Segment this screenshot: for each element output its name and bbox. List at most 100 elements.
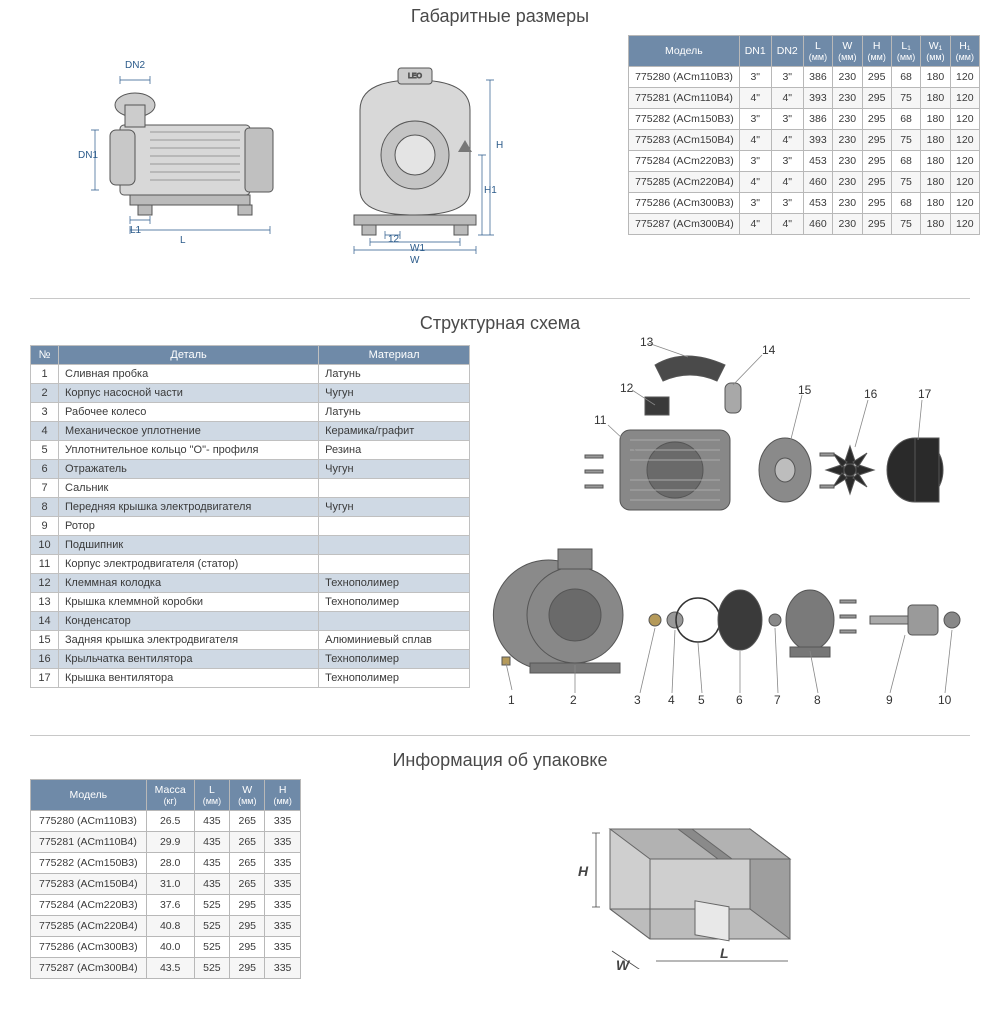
dim-header-3: L(мм) (803, 36, 832, 67)
dim-cell: 68 (891, 109, 920, 130)
pack-cell: 26.5 (146, 811, 194, 832)
dim-cell: 3" (771, 67, 803, 88)
parts-row: 15Задняя крышка электродвигателяАлюминие… (31, 631, 470, 650)
pack-cell: 295 (230, 916, 265, 937)
parts-row: 9Ротор (31, 517, 470, 536)
parts-h-num: № (31, 346, 59, 365)
pack-row: 775285 (ACm220B4)40.8525295335 (31, 916, 301, 937)
dim-cell: 453 (803, 193, 832, 214)
dim-cell: 295 (862, 88, 891, 109)
dim-cell: 775280 (ACm110B3) (629, 67, 740, 88)
parts-row: 11Корпус электродвигателя (статор) (31, 555, 470, 574)
box-drawing: H W L (560, 799, 820, 972)
parts-cell: 8 (31, 498, 59, 517)
parts-cell: Ротор (59, 517, 319, 536)
parts-table: № Деталь Материал 1Сливная пробкаЛатунь2… (30, 345, 470, 688)
parts-cell (319, 517, 470, 536)
dim-cell: 180 (921, 193, 950, 214)
dim-L: L (180, 235, 186, 246)
dim-cell: 120 (950, 109, 979, 130)
dim-cell: 68 (891, 193, 920, 214)
dim-cell: 230 (833, 214, 862, 235)
parts-row: 17Крышка вентилятораТехнополимер (31, 669, 470, 688)
callout-17: 17 (918, 387, 931, 401)
dim-header-6: L₁(мм) (891, 36, 920, 67)
pack-cell: 335 (265, 832, 300, 853)
parts-row: 4Механическое уплотнениеКерамика/графит (31, 422, 470, 441)
pack-row: 775282 (ACm150B3)28.0435265335 (31, 853, 301, 874)
parts-cell: 5 (31, 441, 59, 460)
parts-row: 13Крышка клеммной коробкиТехнополимер (31, 593, 470, 612)
dim-header-7: W₁(мм) (921, 36, 950, 67)
structure-section: Структурная схема № Деталь Материал 1Сли… (0, 307, 1000, 727)
dim-cell: 4" (771, 130, 803, 151)
callout-2: 2 (570, 693, 577, 707)
parts-cell: Чугун (319, 498, 470, 517)
parts-h-name: Деталь (59, 346, 319, 365)
pack-cell: 295 (230, 895, 265, 916)
dim-cell: 453 (803, 151, 832, 172)
parts-cell: Крышка клеммной коробки (59, 593, 319, 612)
parts-cell (319, 555, 470, 574)
divider-2 (30, 735, 970, 736)
dim-cell: 295 (862, 151, 891, 172)
pack-cell: 435 (194, 832, 229, 853)
dim-cell: 775286 (ACm300B3) (629, 193, 740, 214)
parts-cell: Корпус насосной части (59, 384, 319, 403)
pack-cell: 265 (230, 853, 265, 874)
parts-cell: Клеммная колодка (59, 574, 319, 593)
side-view-drawing (90, 70, 300, 250)
pack-cell: 435 (194, 874, 229, 895)
parts-cell: 16 (31, 650, 59, 669)
dim-cell: 120 (950, 214, 979, 235)
dim-cell: 4" (739, 214, 771, 235)
parts-row: 2Корпус насосной частиЧугун (31, 384, 470, 403)
dim-cell: 4" (739, 88, 771, 109)
dim-cell: 180 (921, 109, 950, 130)
pack-cell: 525 (194, 937, 229, 958)
pack-cell: 335 (265, 853, 300, 874)
callout-8: 8 (814, 693, 821, 707)
dim-H1: H1 (484, 185, 497, 196)
parts-cell: Сальник (59, 479, 319, 498)
dim-cell: 775282 (ACm150B3) (629, 109, 740, 130)
packing-table: МодельМасса(кг)L(мм)W(мм)H(мм) 775280 (A… (30, 779, 301, 979)
dim-cell: 775284 (ACm220B3) (629, 151, 740, 172)
exploded-svg (490, 335, 980, 715)
parts-row: 1Сливная пробкаЛатунь (31, 365, 470, 384)
parts-cell: Резина (319, 441, 470, 460)
parts-row: 10Подшипник (31, 536, 470, 555)
callout-3: 3 (634, 693, 641, 707)
dim-cell: 180 (921, 67, 950, 88)
dim-cell: 4" (739, 130, 771, 151)
parts-cell: Технополимер (319, 669, 470, 688)
dim-cell: 4" (771, 88, 803, 109)
dim-cell: 3" (771, 151, 803, 172)
dim-cell: 775281 (ACm110B4) (629, 88, 740, 109)
callout-11: 11 (594, 413, 606, 427)
parts-cell: Передняя крышка электродвигателя (59, 498, 319, 517)
parts-cell: 1 (31, 365, 59, 384)
pack-row: 775284 (ACm220B3)37.6525295335 (31, 895, 301, 916)
dim-header-8: H₁(мм) (950, 36, 979, 67)
dim-cell: 295 (862, 193, 891, 214)
dim-cell: 295 (862, 109, 891, 130)
dim-cell: 180 (921, 130, 950, 151)
parts-row: 6ОтражательЧугун (31, 460, 470, 479)
pack-cell: 335 (265, 937, 300, 958)
pack-cell: 775281 (ACm110B4) (31, 832, 147, 853)
dim-cell: 3" (739, 109, 771, 130)
pack-cell: 775284 (ACm220B3) (31, 895, 147, 916)
dim-cell: 230 (833, 109, 862, 130)
pack-cell: 31.0 (146, 874, 194, 895)
dim-cell: 68 (891, 67, 920, 88)
dim-cell: 460 (803, 172, 832, 193)
pack-header-1: Масса(кг) (146, 780, 194, 811)
pack-cell: 435 (194, 853, 229, 874)
pack-cell: 28.0 (146, 853, 194, 874)
parts-cell: Керамика/графит (319, 422, 470, 441)
parts-cell: 3 (31, 403, 59, 422)
parts-cell: Подшипник (59, 536, 319, 555)
parts-cell: 9 (31, 517, 59, 536)
svg-text:LEO: LEO (408, 73, 423, 80)
